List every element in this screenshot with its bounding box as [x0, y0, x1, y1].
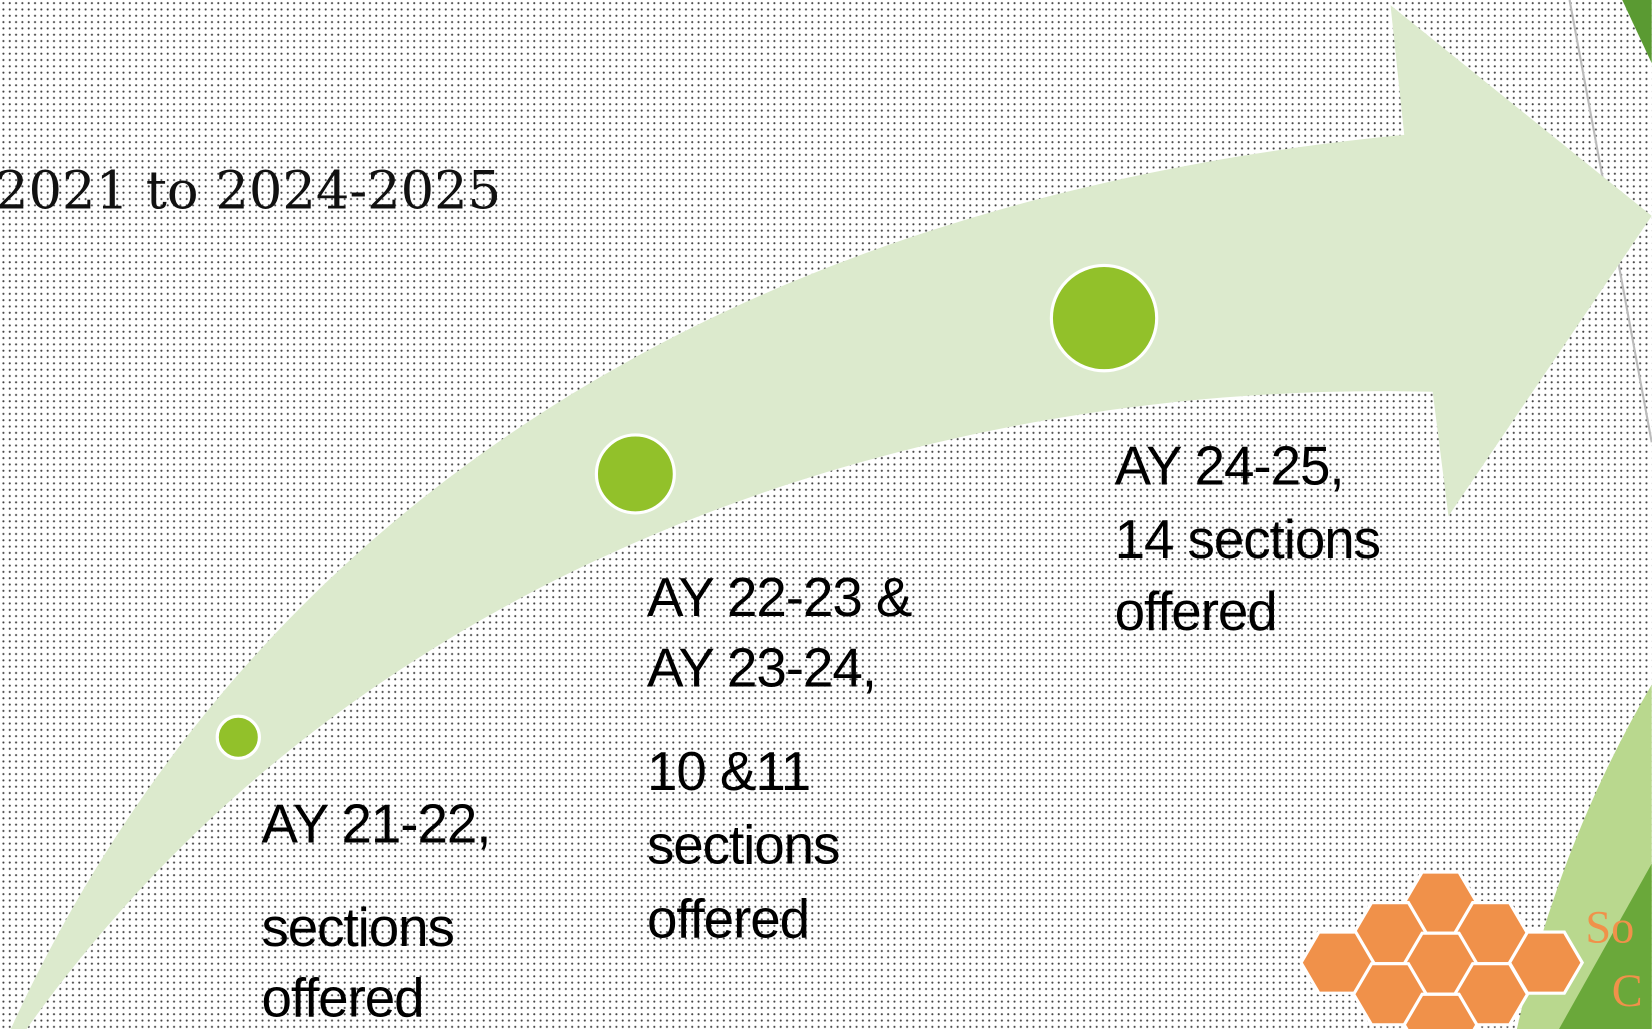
- logo-text: So: [1585, 903, 1634, 954]
- milestone-text: 14 sections: [1115, 508, 1380, 570]
- corner-decoration: [1622, 0, 1652, 64]
- milestone-dot: [215, 714, 261, 760]
- milestones: AY 21-22, sections offered AY 22-23 & AY 23-…: [261, 434, 1381, 1028]
- milestone-text: offered: [647, 887, 809, 949]
- milestone-text: 10 &11: [647, 740, 810, 802]
- milestone-dot: [1049, 263, 1159, 373]
- milestone-text: AY 21-22,: [261, 793, 490, 855]
- timeline-arrow: [10, 5, 1652, 1029]
- corner-decoration: [1559, 863, 1652, 1029]
- milestone-dot: [594, 433, 676, 515]
- milestone-text: AY 23-24,: [647, 637, 876, 699]
- milestone-text: offered: [1115, 580, 1277, 642]
- milestone-text: sections: [647, 814, 839, 876]
- milestone-text: sections: [261, 896, 453, 958]
- slide-title: 2021 to 2024-2025: [0, 161, 501, 222]
- milestone-text: AY 22-23 &: [647, 566, 912, 628]
- milestone-text: offered: [261, 966, 423, 1028]
- logo-text: C: [1612, 966, 1643, 1017]
- milestone-text: AY 24-25,: [1115, 434, 1344, 496]
- logo-icon: [1299, 870, 1585, 1029]
